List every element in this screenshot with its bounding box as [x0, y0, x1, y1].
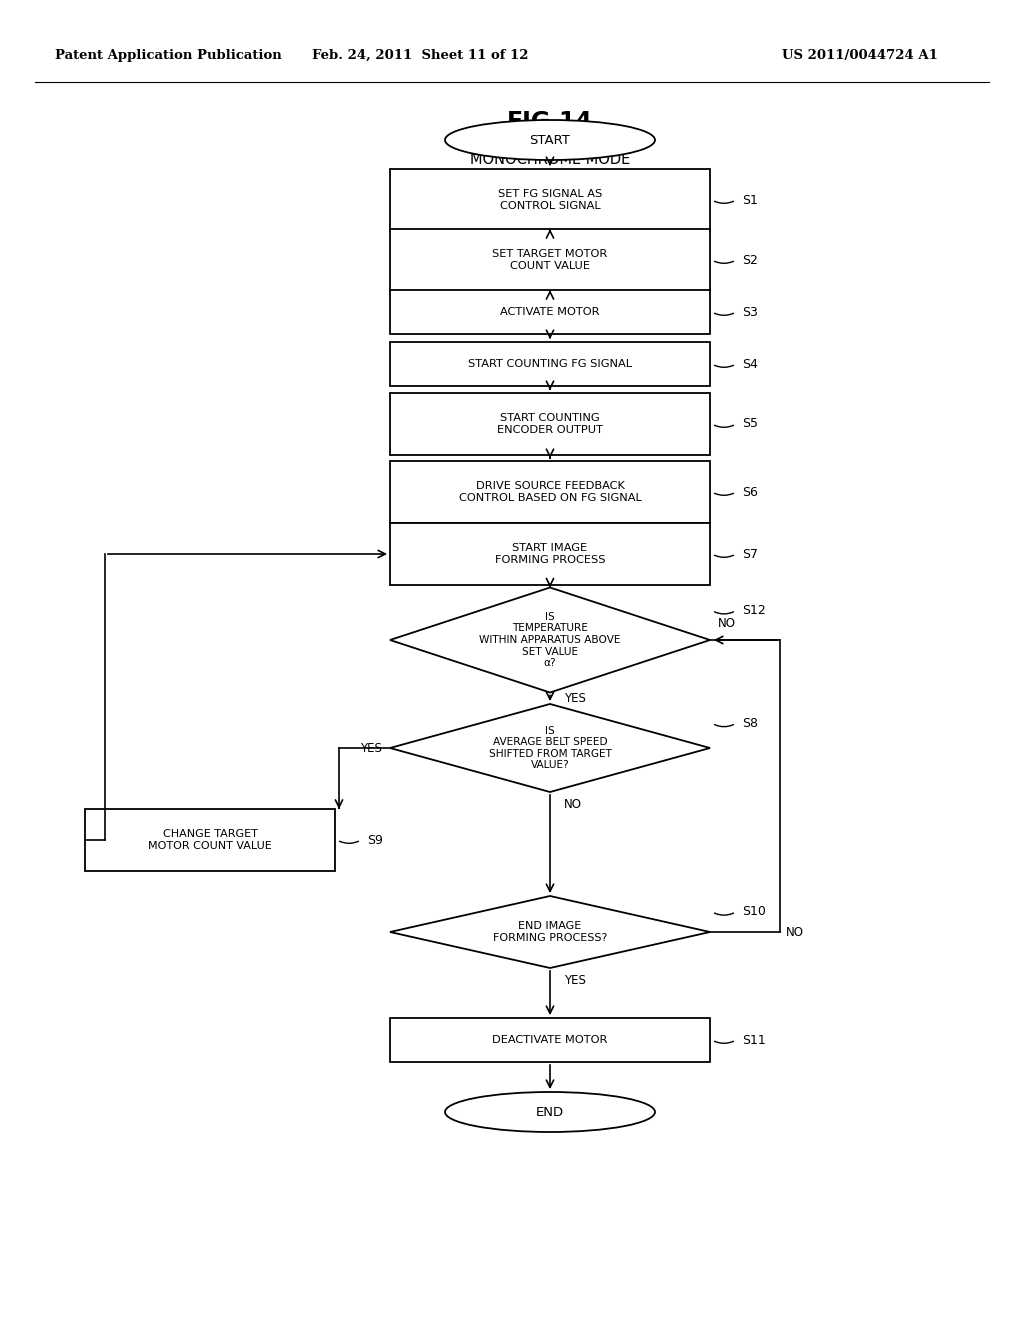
Text: Patent Application Publication: Patent Application Publication — [55, 49, 282, 62]
Text: SET TARGET MOTOR
COUNT VALUE: SET TARGET MOTOR COUNT VALUE — [493, 249, 607, 271]
Text: S3: S3 — [742, 305, 758, 318]
Text: S7: S7 — [742, 548, 758, 561]
Text: DEACTIVATE MOTOR: DEACTIVATE MOTOR — [493, 1035, 607, 1045]
Text: S8: S8 — [742, 717, 758, 730]
Text: S6: S6 — [742, 486, 758, 499]
Text: END: END — [536, 1106, 564, 1118]
Text: START COUNTING FG SIGNAL: START COUNTING FG SIGNAL — [468, 359, 632, 370]
Ellipse shape — [445, 1092, 655, 1133]
Text: MONOCHROME MODE: MONOCHROME MODE — [470, 153, 630, 168]
Text: END IMAGE
FORMING PROCESS?: END IMAGE FORMING PROCESS? — [493, 921, 607, 942]
Polygon shape — [390, 587, 710, 693]
Text: START IMAGE
FORMING PROCESS: START IMAGE FORMING PROCESS — [495, 544, 605, 565]
Text: US 2011/0044724 A1: US 2011/0044724 A1 — [782, 49, 938, 62]
Text: YES: YES — [360, 742, 382, 755]
Polygon shape — [390, 896, 710, 968]
Text: Feb. 24, 2011  Sheet 11 of 12: Feb. 24, 2011 Sheet 11 of 12 — [311, 49, 528, 62]
FancyBboxPatch shape — [85, 809, 335, 871]
FancyBboxPatch shape — [390, 393, 710, 455]
Text: ACTIVATE MOTOR: ACTIVATE MOTOR — [501, 308, 600, 317]
Text: SET FG SIGNAL AS
CONTROL SIGNAL: SET FG SIGNAL AS CONTROL SIGNAL — [498, 189, 602, 211]
Text: FIG.14: FIG.14 — [507, 110, 593, 135]
Text: YES: YES — [564, 692, 586, 705]
FancyBboxPatch shape — [390, 342, 710, 385]
Text: CHANGE TARGET
MOTOR COUNT VALUE: CHANGE TARGET MOTOR COUNT VALUE — [148, 829, 272, 851]
Text: START COUNTING
ENCODER OUTPUT: START COUNTING ENCODER OUTPUT — [497, 413, 603, 434]
FancyBboxPatch shape — [390, 461, 710, 523]
Text: S4: S4 — [742, 358, 758, 371]
Text: S10: S10 — [742, 906, 766, 919]
FancyBboxPatch shape — [390, 228, 710, 290]
Text: NO: NO — [786, 925, 804, 939]
Text: S5: S5 — [742, 417, 758, 430]
Text: IS
TEMPERATURE
WITHIN APPARATUS ABOVE
SET VALUE
α?: IS TEMPERATURE WITHIN APPARATUS ABOVE SE… — [479, 611, 621, 668]
Text: NO: NO — [718, 616, 736, 630]
Text: S1: S1 — [742, 194, 758, 206]
Text: S2: S2 — [742, 253, 758, 267]
Text: YES: YES — [564, 974, 586, 987]
FancyBboxPatch shape — [390, 523, 710, 585]
Text: S12: S12 — [742, 605, 766, 618]
Ellipse shape — [445, 120, 655, 160]
Text: IS
AVERAGE BELT SPEED
SHIFTED FROM TARGET
VALUE?: IS AVERAGE BELT SPEED SHIFTED FROM TARGE… — [488, 726, 611, 771]
Text: NO: NO — [564, 799, 582, 810]
Text: START: START — [529, 133, 570, 147]
FancyBboxPatch shape — [390, 290, 710, 334]
Text: S9: S9 — [367, 833, 383, 846]
FancyBboxPatch shape — [390, 169, 710, 231]
FancyBboxPatch shape — [390, 1018, 710, 1063]
Polygon shape — [390, 704, 710, 792]
Text: S11: S11 — [742, 1034, 766, 1047]
Text: DRIVE SOURCE FEEDBACK
CONTROL BASED ON FG SIGNAL: DRIVE SOURCE FEEDBACK CONTROL BASED ON F… — [459, 482, 641, 503]
